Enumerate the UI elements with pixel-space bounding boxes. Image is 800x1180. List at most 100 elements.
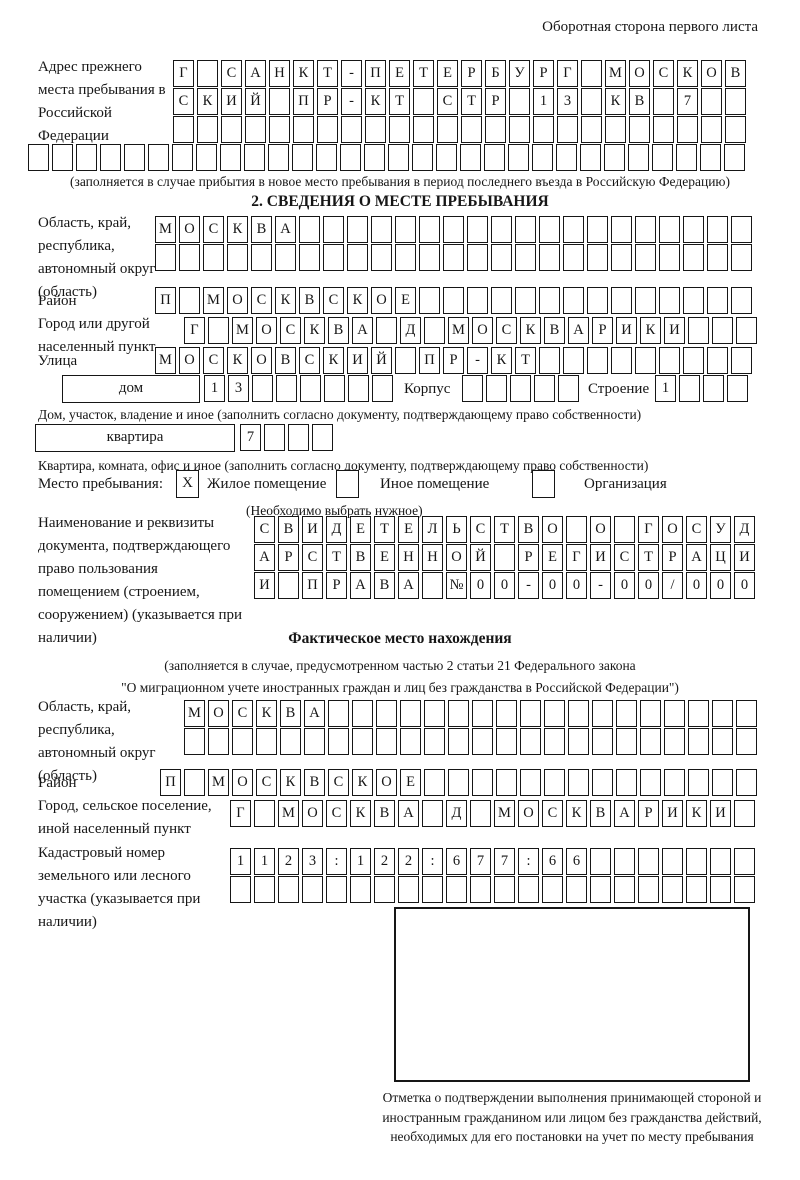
- char-box: С: [496, 317, 517, 344]
- char-box: [635, 287, 656, 314]
- char-box: И: [347, 347, 368, 374]
- char-box: В: [518, 516, 539, 543]
- char-box: [347, 244, 368, 271]
- char-box: :: [326, 848, 347, 875]
- char-box: С: [614, 544, 635, 571]
- char-box: [659, 244, 680, 271]
- stay-type-checkbox-residential: X: [176, 470, 199, 498]
- char-box: [683, 244, 704, 271]
- char-box: [324, 375, 345, 402]
- char-box: Т: [515, 347, 536, 374]
- char-box: [470, 876, 491, 903]
- char-box: Г: [230, 800, 251, 827]
- char-box: [52, 144, 73, 171]
- char-box: Р: [533, 60, 554, 87]
- char-box: [712, 317, 733, 344]
- char-box: О: [371, 287, 392, 314]
- char-box: П: [293, 88, 314, 115]
- char-box: К: [256, 700, 277, 727]
- char-box: О: [376, 769, 397, 796]
- document-row-3: И П Р А В А № 0 0-0 0-0 0/0 0 0: [254, 572, 758, 600]
- char-box: [736, 769, 757, 796]
- char-box: [614, 516, 635, 543]
- char-box: А: [614, 800, 635, 827]
- char-box: [443, 216, 464, 243]
- char-box: Т: [317, 60, 338, 87]
- char-box: [371, 244, 392, 271]
- char-box: [604, 144, 625, 171]
- char-box: [653, 88, 674, 115]
- char-box: [472, 769, 493, 796]
- char-box: [472, 700, 493, 727]
- char-box: И: [254, 572, 275, 599]
- char-box: Р: [592, 317, 613, 344]
- char-box: [731, 216, 752, 243]
- char-box: №: [446, 572, 467, 599]
- char-box: [611, 347, 632, 374]
- char-box: [580, 144, 601, 171]
- stay-type-option-residential: Жилое помещение: [207, 476, 327, 492]
- char-box: [467, 216, 488, 243]
- char-box: [328, 728, 349, 755]
- char-box: [640, 700, 661, 727]
- char-box: [448, 700, 469, 727]
- char-box: М: [184, 700, 205, 727]
- char-box: [712, 769, 733, 796]
- char-box: [638, 876, 659, 903]
- char-box: И: [734, 544, 755, 571]
- char-box: А: [304, 700, 325, 727]
- char-box: [664, 769, 685, 796]
- char-box: [448, 769, 469, 796]
- char-box: Т: [494, 516, 515, 543]
- char-box: [568, 728, 589, 755]
- char-box: С: [251, 287, 272, 314]
- char-box: [520, 700, 541, 727]
- char-box: [581, 116, 602, 143]
- char-box: С: [686, 516, 707, 543]
- char-box: Г: [638, 516, 659, 543]
- char-box: [376, 700, 397, 727]
- actual-location-note-1: (заполняется в случае, предусмотренном ч…: [164, 658, 636, 673]
- char-box: [208, 317, 229, 344]
- char-box: [323, 216, 344, 243]
- region-row-2: [155, 244, 755, 272]
- char-box: К: [280, 769, 301, 796]
- char-box: 2: [374, 848, 395, 875]
- char-box: [688, 769, 709, 796]
- actual-region-row-2: [184, 728, 760, 756]
- char-box: [365, 116, 386, 143]
- char-box: [509, 116, 530, 143]
- char-box: К: [323, 347, 344, 374]
- char-box: [352, 700, 373, 727]
- char-box: [605, 116, 626, 143]
- char-box: С: [323, 287, 344, 314]
- char-box: М: [448, 317, 469, 344]
- char-box: О: [518, 800, 539, 827]
- char-box: С: [326, 800, 347, 827]
- char-box: [292, 144, 313, 171]
- char-box: Р: [317, 88, 338, 115]
- char-box: Д: [734, 516, 755, 543]
- char-box: [496, 728, 517, 755]
- char-box: [467, 287, 488, 314]
- char-box: /: [662, 572, 683, 599]
- prev-address-row-4: [28, 144, 748, 172]
- stay-type-checkbox-other: [336, 470, 359, 498]
- char-box: 6: [566, 848, 587, 875]
- char-box: [496, 700, 517, 727]
- char-box: [491, 216, 512, 243]
- char-box: -: [518, 572, 539, 599]
- region-label: Область, край, республика, автономный ок…: [38, 215, 156, 300]
- char-box: Е: [395, 287, 416, 314]
- char-box: Е: [542, 544, 563, 571]
- char-box: С: [254, 516, 275, 543]
- char-box: [347, 216, 368, 243]
- char-box: И: [616, 317, 637, 344]
- stay-type-label: Место пребывания:: [38, 476, 163, 492]
- char-box: [269, 116, 290, 143]
- char-box: А: [275, 216, 296, 243]
